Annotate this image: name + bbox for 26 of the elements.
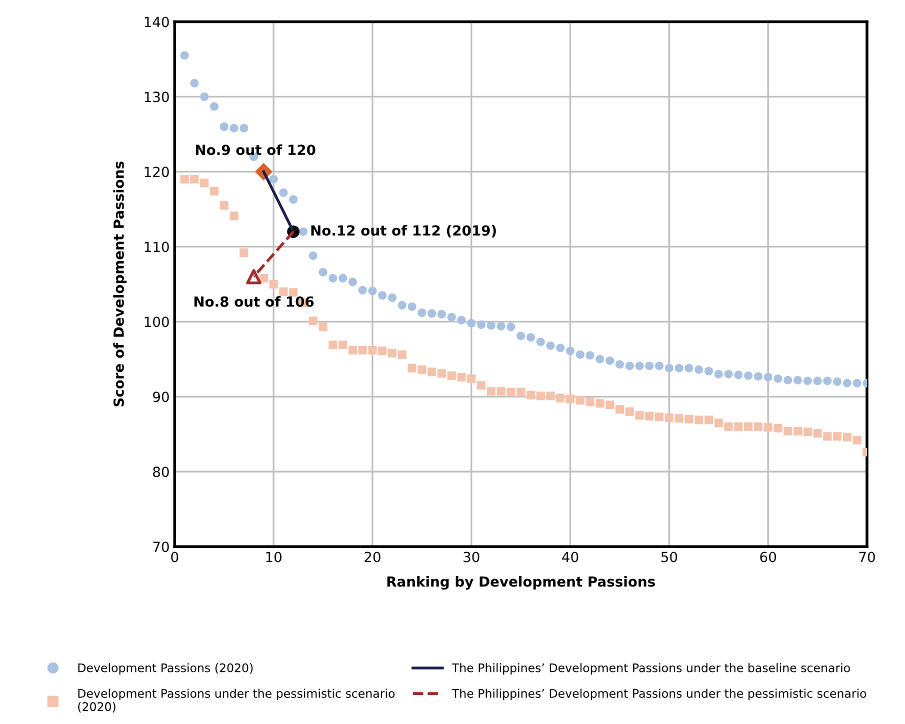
legend-label: The Philippines’ Development Passions under the baseline scenario xyxy=(452,663,850,675)
annotation: No.8 out of 106 xyxy=(194,296,314,307)
y-tick-label: 80 xyxy=(153,466,169,478)
x-tick-label: 70 xyxy=(859,552,875,562)
x-tick-label: 60 xyxy=(760,552,776,562)
y-axis-title: Score of Development Passions xyxy=(113,162,127,406)
y-tick-label: 110 xyxy=(144,242,169,252)
y-tick-label: 130 xyxy=(144,92,169,102)
x-tick-label: 10 xyxy=(266,552,282,562)
x-tick-label: 40 xyxy=(562,552,578,562)
y-tick-label: 140 xyxy=(144,16,169,28)
point xyxy=(246,269,262,284)
legend-label: Development Passions (2020) xyxy=(78,663,253,675)
legend-label: Development Passions under the pessimistic scenario (2020) xyxy=(78,688,395,712)
x-tick-label: 0 xyxy=(171,552,178,562)
y-tick-label: 100 xyxy=(144,316,169,328)
annotation: No.12 out of 112 (2019) xyxy=(311,224,496,238)
y-tick-label: 70 xyxy=(153,542,169,552)
annotation: No.9 out of 120 xyxy=(196,144,316,156)
x-tick-label: 20 xyxy=(364,552,380,562)
x-tick-label: 30 xyxy=(464,552,480,562)
x-axis-title: Ranking by Development Passions xyxy=(387,576,655,590)
legend-label: The Philippines’ Development Passions under the pessimistic scenario xyxy=(452,688,866,700)
x-tick-label: 50 xyxy=(661,552,678,562)
y-tick-label: 90 xyxy=(153,392,169,402)
y-tick-label: 120 xyxy=(144,166,169,178)
